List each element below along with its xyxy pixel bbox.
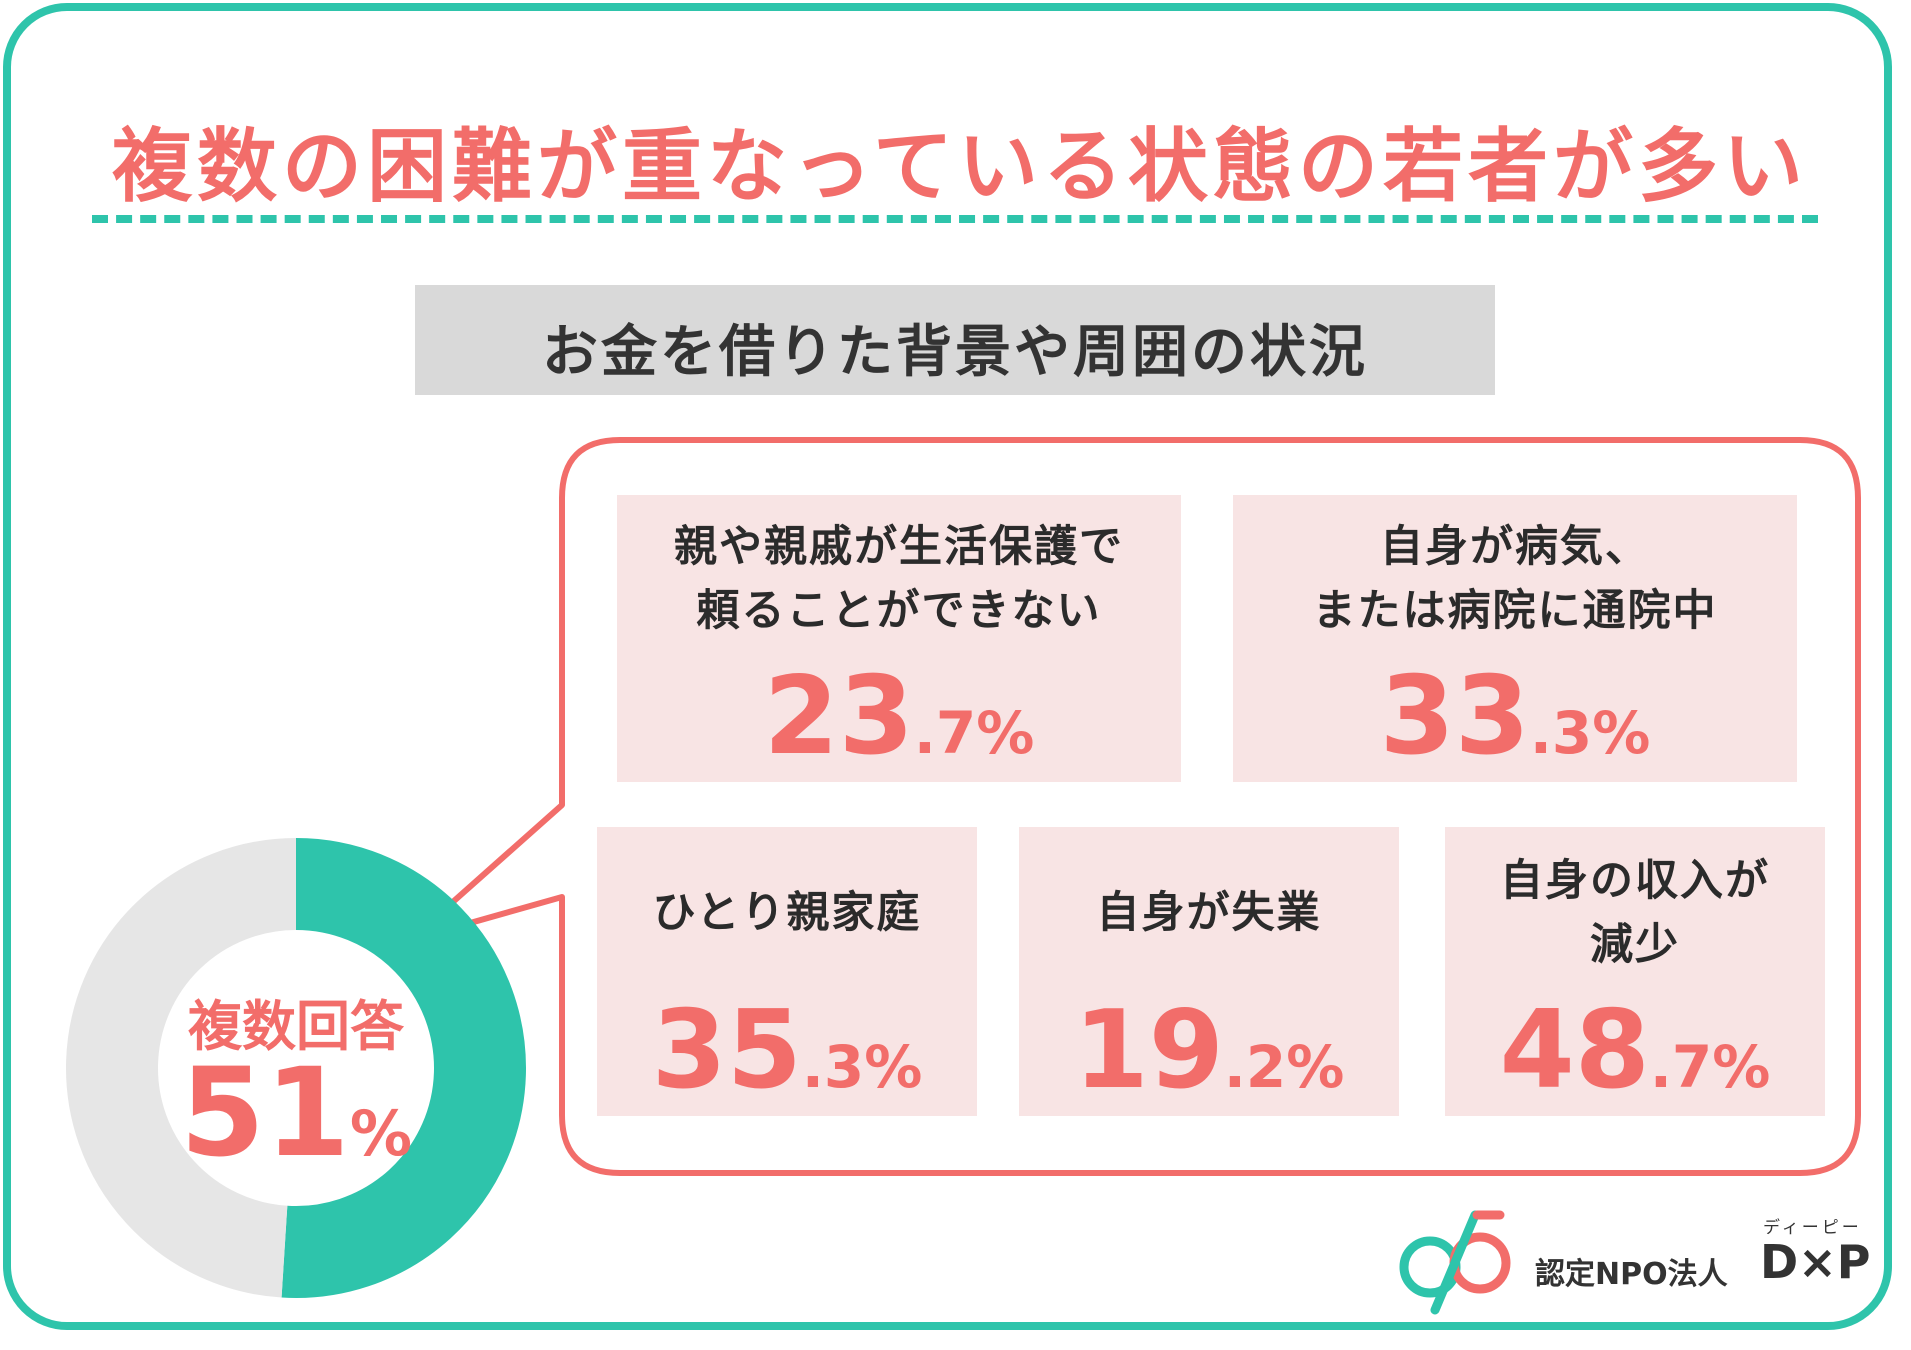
stat-card-label-line: ひとり親家庭 bbox=[652, 888, 922, 938]
title-underline bbox=[92, 215, 1818, 223]
stat-card-label-line: 自身が病気、 bbox=[1380, 522, 1650, 572]
stat-card-value: 48.7% bbox=[1445, 997, 1825, 1105]
subtitle-band bbox=[415, 285, 1495, 395]
donut-label: 複数回答 bbox=[188, 995, 404, 1058]
stat-card-label: 自身が病気、 または病院に通院中 bbox=[1233, 515, 1797, 643]
stat-card: 自身の収入が 減少 48.7% bbox=[1445, 827, 1825, 1116]
org-type-text: 認定NPO法人 bbox=[1535, 1257, 1728, 1292]
stat-value-integer: 35 bbox=[651, 988, 802, 1113]
stat-card-label-line: 親や親戚が生活保護で bbox=[674, 522, 1124, 572]
stat-value-integer: 33 bbox=[1379, 654, 1530, 779]
stat-card: 親や親戚が生活保護で 頼ることができない 23.7% bbox=[617, 495, 1181, 782]
stat-card: 自身が病気、 または病院に通院中 33.3% bbox=[1233, 495, 1797, 782]
subtitle: お金を借りた背景や周囲の状況 bbox=[542, 320, 1368, 385]
stat-card-label: 自身が失業 bbox=[1019, 881, 1399, 945]
donut-slice-rest bbox=[65, 838, 297, 1298]
donut-value-unit: % bbox=[349, 1097, 412, 1170]
stat-card-value: 35.3% bbox=[597, 997, 977, 1105]
org-logo: 認定NPO法人 ディーピー D×P bbox=[1385, 1205, 1870, 1315]
donut-value-number: 51 bbox=[180, 1042, 350, 1184]
stat-card-label-line: 自身の収入が bbox=[1500, 856, 1770, 906]
stat-card-label-line: または病院に通院中 bbox=[1312, 586, 1718, 636]
stat-card-label: 自身の収入が 減少 bbox=[1445, 849, 1825, 977]
stat-card-value: 23.7% bbox=[617, 663, 1181, 771]
donut-value: 51% bbox=[165, 1052, 427, 1174]
stat-card-value: 19.2% bbox=[1019, 997, 1399, 1105]
stat-value-decimal: .2% bbox=[1223, 1033, 1345, 1101]
stat-card-label-line: 減少 bbox=[1590, 920, 1680, 970]
stat-value-decimal: .7% bbox=[913, 699, 1035, 767]
stat-value-decimal: .3% bbox=[801, 1033, 923, 1101]
stat-card: 自身が失業 19.2% bbox=[1019, 827, 1399, 1116]
stat-card-label-line: 自身が失業 bbox=[1096, 888, 1322, 938]
stat-card-label: 親や親戚が生活保護で 頼ることができない bbox=[617, 515, 1181, 643]
stat-card-value: 33.3% bbox=[1233, 663, 1797, 771]
stat-card-label-line: 頼ることができない bbox=[696, 586, 1102, 636]
brand-ruby: ディーピー bbox=[1763, 1218, 1862, 1238]
stat-value-decimal: .3% bbox=[1529, 699, 1651, 767]
donut-slice-answered bbox=[281, 838, 526, 1298]
dxp-logo-icon bbox=[1399, 1210, 1511, 1315]
stat-value-integer: 48 bbox=[1499, 988, 1650, 1113]
stat-card: ひとり親家庭 35.3% bbox=[597, 827, 977, 1116]
stat-value-integer: 23 bbox=[763, 654, 914, 779]
stat-card-label: ひとり親家庭 bbox=[597, 881, 977, 945]
stat-value-decimal: .7% bbox=[1649, 1033, 1771, 1101]
stat-value-integer: 19 bbox=[1073, 988, 1224, 1113]
page-title: 複数の困難が重なっている状態の若者が多い bbox=[112, 120, 1808, 213]
brand-name: D×P bbox=[1760, 1235, 1871, 1289]
